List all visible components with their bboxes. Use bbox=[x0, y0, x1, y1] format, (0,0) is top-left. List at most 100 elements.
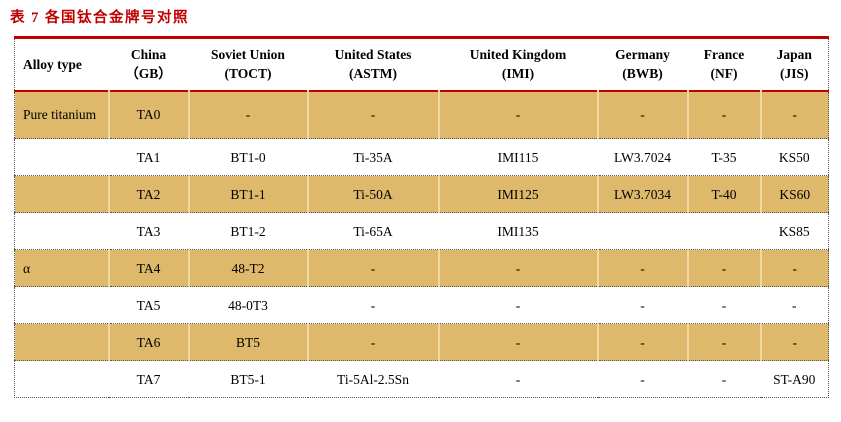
table-cell: - bbox=[792, 297, 797, 313]
table-cell: - bbox=[515, 297, 521, 313]
table-cell: - bbox=[686, 90, 761, 139]
table-cell: TA7 bbox=[136, 371, 161, 387]
column-header: China （GB） bbox=[109, 38, 189, 91]
table-cell bbox=[15, 176, 109, 213]
table-row: Pure titanium TA0- - - - - - bbox=[14, 90, 829, 139]
table-cell: IMI125 bbox=[437, 175, 598, 213]
column-header: United Kingdom (IMI) bbox=[439, 38, 598, 91]
table-cell bbox=[688, 213, 761, 250]
table-cell: Pure titanium bbox=[23, 107, 97, 123]
table-cell: Ti-35A bbox=[353, 149, 393, 165]
table-cell: - bbox=[515, 371, 521, 387]
column-header: Alloy type bbox=[15, 38, 109, 91]
table-cell: BT5-1 bbox=[230, 371, 266, 387]
table-cell bbox=[598, 213, 688, 250]
table-cell: IMI115 bbox=[497, 149, 539, 165]
table-cell: 48-T2 bbox=[187, 249, 308, 287]
table-cell: KS50 bbox=[778, 149, 810, 165]
column-header-code: (BWB) bbox=[622, 66, 663, 82]
table-cell: TA0 bbox=[107, 90, 189, 139]
table-cell: - bbox=[437, 90, 598, 139]
table-cell bbox=[15, 287, 109, 324]
table-cell: - bbox=[759, 249, 829, 287]
table-cell: - bbox=[759, 323, 829, 361]
column-header-code: (JIS) bbox=[779, 66, 809, 82]
table-cell: TA6 bbox=[107, 323, 189, 361]
column-header-code: （GB） bbox=[125, 66, 172, 82]
alloy-comparison-table: Alloy type China （GB） Soviet Union (TOCT) Uni… bbox=[14, 36, 829, 398]
column-header-code: (ASTM) bbox=[349, 66, 397, 82]
column-header: Japan (JIS) bbox=[761, 38, 829, 91]
column-header: Germany (BWB) bbox=[598, 38, 688, 91]
table-cell: Ti-65A bbox=[353, 223, 393, 239]
table-cell: - bbox=[187, 90, 308, 139]
table-cell: KS85 bbox=[778, 223, 810, 239]
column-header-label: Germany bbox=[615, 47, 670, 63]
table-cell: - bbox=[596, 249, 688, 287]
column-header-label: China bbox=[130, 47, 167, 63]
table-cell: - bbox=[686, 249, 761, 287]
table-header: Alloy type China （GB） Soviet Union (TOCT) Uni… bbox=[14, 37, 829, 91]
table-cell: - bbox=[686, 323, 761, 361]
table-cell: T-35 bbox=[711, 149, 737, 165]
column-header-label: Japan bbox=[776, 47, 812, 63]
page: 表 7 各国钛合金牌号对照 Alloy type China （GB） Soviet … bbox=[0, 6, 841, 398]
column-header-code: (IMI) bbox=[501, 66, 535, 82]
table-row: α TA4 48-T2- - - - - bbox=[14, 249, 829, 287]
header-row: Alloy type China （GB） Soviet Union (TOCT) Uni… bbox=[14, 37, 829, 91]
table-row: TA2 BT1-1 Ti-50A IMI125 LW3.7034 T-40 KS60 bbox=[14, 175, 829, 213]
table-cell bbox=[15, 213, 109, 250]
table-cell: TA4 bbox=[107, 249, 189, 287]
table-cell: KS60 bbox=[759, 175, 829, 213]
table-row: TA7 BT5-1 Ti-5Al-2.5Sn - - - ST-A90 bbox=[14, 360, 829, 398]
table-cell: BT1-2 bbox=[230, 223, 266, 239]
table-cell: TA2 bbox=[107, 175, 189, 213]
table-cell: LW3.7034 bbox=[596, 175, 688, 213]
table-row: TA5 48-0T3 - - - - - bbox=[14, 286, 829, 324]
table-body: Pure titanium TA0- - - - - - TA1 BT1-0 Ti-35A IMI1… bbox=[14, 90, 829, 398]
table-cell: - bbox=[596, 323, 688, 361]
column-header-label: United Kingdom bbox=[469, 47, 567, 63]
table-cell: TA3 bbox=[136, 223, 161, 239]
table-cell: - bbox=[437, 323, 598, 361]
table-cell: T-40 bbox=[686, 175, 761, 213]
table-cell bbox=[15, 324, 109, 361]
table-cell: BT1-0 bbox=[230, 149, 266, 165]
table-cell: Ti-50A bbox=[306, 175, 439, 213]
table-row: TA1 BT1-0 Ti-35A IMI115 LW3.7024 T-35 KS50 bbox=[14, 138, 829, 176]
table-cell: - bbox=[306, 249, 439, 287]
column-header-label: Soviet Union bbox=[211, 47, 285, 63]
table-cell: - bbox=[306, 90, 439, 139]
column-header-label: France bbox=[703, 47, 745, 63]
column-header-code: (NF) bbox=[710, 66, 738, 82]
table-cell: LW3.7024 bbox=[613, 149, 672, 165]
table-cell bbox=[15, 361, 109, 398]
table-cell: - bbox=[640, 371, 645, 387]
table-cell: - bbox=[596, 90, 688, 139]
table-cell: ST-A90 bbox=[773, 371, 816, 387]
table-cell: α bbox=[23, 260, 31, 276]
table-cell: Ti-5Al-2.5Sn bbox=[337, 371, 409, 387]
table-cell: - bbox=[721, 371, 727, 387]
table-cell: - bbox=[759, 90, 829, 139]
table-row: TA6 BT5- - - - - bbox=[14, 323, 829, 361]
table-cell: TA1 bbox=[136, 149, 161, 165]
table-cell: 48-0T3 bbox=[228, 297, 268, 313]
table-cell: BT5 bbox=[187, 323, 308, 361]
table-cell: IMI135 bbox=[497, 223, 539, 239]
table-cell: - bbox=[437, 249, 598, 287]
table-row: TA3 BT1-2 Ti-65A IMI135 KS85 bbox=[14, 212, 829, 250]
table-cell bbox=[15, 139, 109, 176]
table-cell: - bbox=[721, 297, 727, 313]
column-header: United States (ASTM) bbox=[308, 38, 439, 91]
column-header-code: (TOCT) bbox=[224, 66, 272, 82]
table-cell: - bbox=[370, 297, 376, 313]
table-cell: - bbox=[640, 297, 645, 313]
table-cell: - bbox=[306, 323, 439, 361]
column-header-label: Alloy type bbox=[23, 56, 82, 72]
table-cell: TA5 bbox=[136, 297, 161, 313]
table-cell: BT1-1 bbox=[187, 175, 308, 213]
column-header: Soviet Union (TOCT) bbox=[189, 38, 308, 91]
column-header-label: United States bbox=[334, 47, 412, 63]
table-title: 表 7 各国钛合金牌号对照 bbox=[10, 10, 189, 26]
